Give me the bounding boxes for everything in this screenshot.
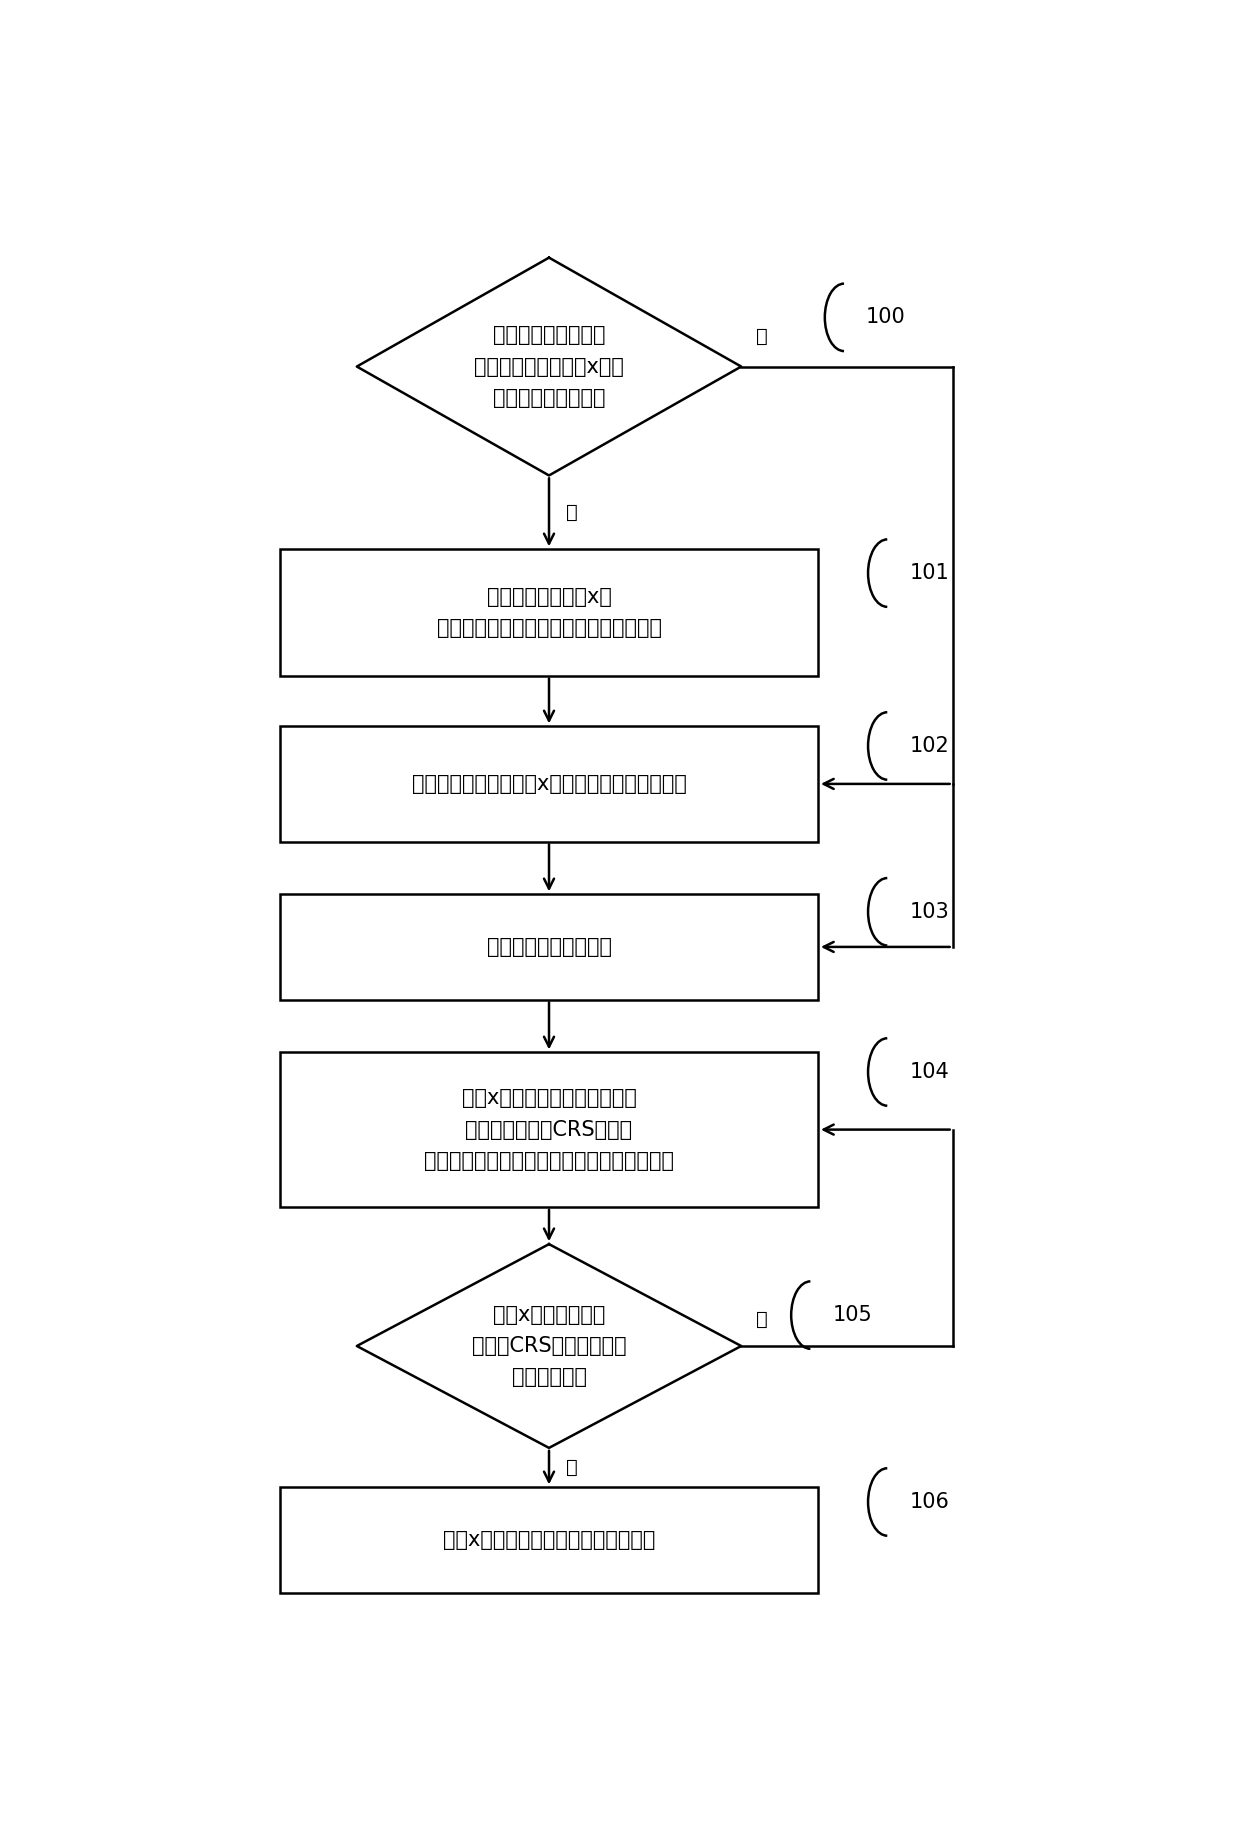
Text: 106: 106	[909, 1493, 950, 1511]
Text: 否: 否	[755, 1310, 768, 1329]
Text: 网管设备判断是否向
管辖第一小区的基站x下发
小区延迟去激活指令: 网管设备判断是否向 管辖第一小区的基站x下发 小区延迟去激活指令	[474, 325, 624, 407]
Text: 网管设备通知基站x对
第一小区按照现有流程执行去激活的操作: 网管设备通知基站x对 第一小区按照现有流程执行去激活的操作	[436, 588, 661, 639]
Text: 网管设备生成并向基站x发送小区延迟去激活指令: 网管设备生成并向基站x发送小区延迟去激活指令	[412, 774, 687, 794]
Text: 基站x按照预设的功率下降步长
下降第一小区的CRS功率，
令满足预设切换条件的用户终端切换至邻小区: 基站x按照预设的功率下降步长 下降第一小区的CRS功率， 令满足预设切换条件的用…	[424, 1088, 675, 1172]
Text: 101: 101	[909, 564, 949, 584]
Text: 是: 是	[567, 1458, 578, 1476]
Text: 104: 104	[909, 1062, 949, 1082]
Text: 是: 是	[755, 327, 768, 345]
Bar	[280, 894, 818, 1000]
Text: 基站x判断第一小区
当前的CRS功率是否到达
最小功率门限: 基站x判断第一小区 当前的CRS功率是否到达 最小功率门限	[471, 1305, 626, 1387]
Text: 102: 102	[909, 735, 949, 756]
Text: 103: 103	[909, 902, 949, 922]
Bar	[280, 549, 818, 675]
Bar	[280, 726, 818, 841]
Bar	[280, 1053, 818, 1206]
Text: 105: 105	[832, 1305, 872, 1325]
Bar	[280, 1487, 818, 1593]
Text: 基站x开始对第一小区执行去激活操作: 基站x开始对第一小区执行去激活操作	[443, 1529, 655, 1549]
Text: 100: 100	[866, 307, 906, 327]
Text: 基站确定到达预设周期: 基站确定到达预设周期	[486, 936, 611, 956]
Text: 否: 否	[567, 504, 578, 522]
